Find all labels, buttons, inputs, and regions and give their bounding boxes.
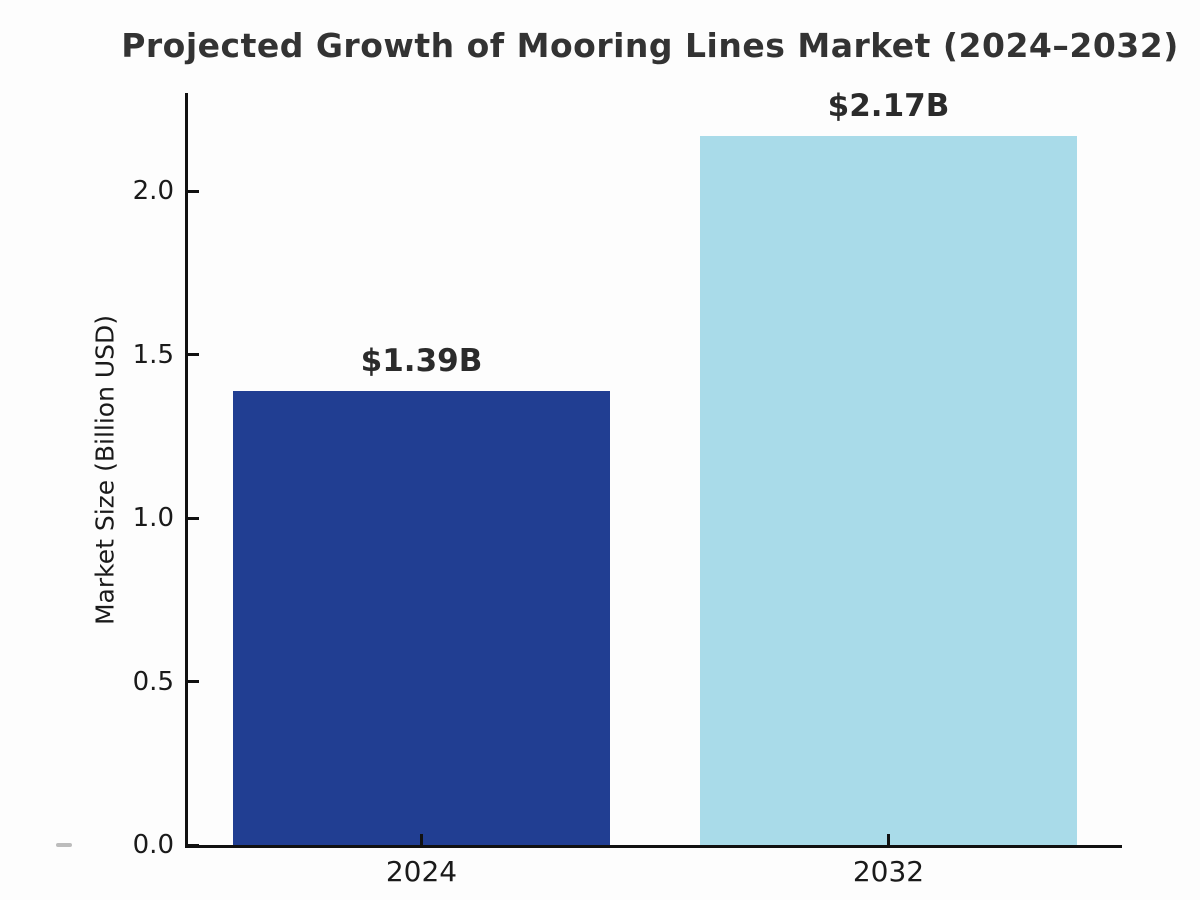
y-axis-spine xyxy=(185,93,188,848)
bar-2032 xyxy=(700,135,1077,845)
bar-value-label: $2.17B xyxy=(827,87,950,124)
y-tick-label: 1.0 xyxy=(132,503,174,534)
y-tick-mark xyxy=(188,353,199,357)
x-tick-label: 2024 xyxy=(385,855,458,888)
chart-title: Projected Growth of Mooring Lines Market… xyxy=(121,26,1179,65)
x-tick-mark xyxy=(420,834,423,845)
y-tick-mark xyxy=(188,516,199,520)
bar-2024 xyxy=(233,390,610,845)
y-tick-label: 1.5 xyxy=(132,339,174,370)
x-tick-mark xyxy=(887,834,890,845)
y-tick-mark xyxy=(188,680,199,684)
stray-dash-mark xyxy=(56,843,72,847)
y-tick-mark xyxy=(188,189,199,193)
y-tick-label: 0.0 xyxy=(132,830,174,860)
x-axis-spine xyxy=(185,845,1122,848)
y-tick-label: 2.0 xyxy=(132,176,174,207)
x-tick-label: 2032 xyxy=(852,855,925,888)
bar-value-label: $1.39B xyxy=(360,342,483,379)
y-tick-label: 0.5 xyxy=(132,666,174,697)
